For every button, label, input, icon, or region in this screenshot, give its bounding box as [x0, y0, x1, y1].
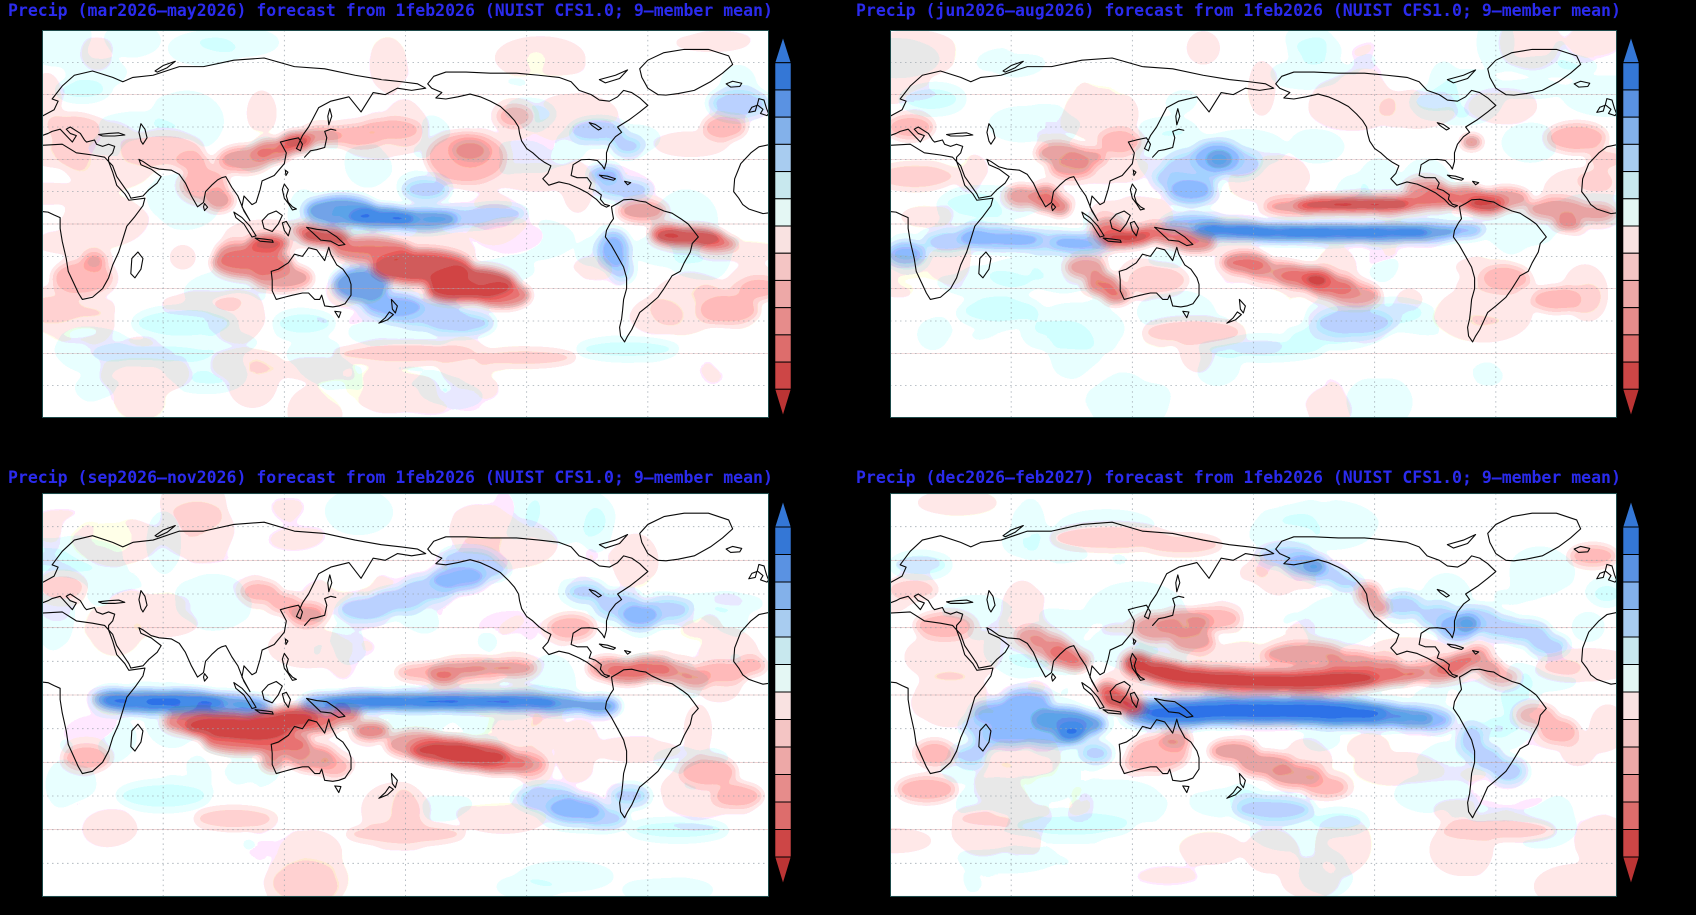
colorbar [774, 500, 792, 886]
colorbar [1622, 36, 1640, 418]
colorbar [1622, 500, 1640, 886]
panel-title: Precip (mar2026–may2026) forecast from 1… [8, 1, 773, 20]
world-map-djf [890, 493, 1617, 897]
forecast-panel-djf: Precip (dec2026–feb2027) forecast from 1… [848, 458, 1696, 915]
panel-title: Precip (dec2026–feb2027) forecast from 1… [856, 468, 1621, 487]
world-map-mam [42, 30, 769, 418]
world-map-jja [890, 30, 1617, 418]
panel-title: Precip (sep2026–nov2026) forecast from 1… [8, 468, 773, 487]
world-map-son [42, 493, 769, 897]
colorbar [774, 36, 792, 418]
panel-title: Precip (jun2026–aug2026) forecast from 1… [856, 1, 1621, 20]
forecast-panel-mam: Precip (mar2026–may2026) forecast from 1… [0, 0, 848, 457]
forecast-panel-jja: Precip (jun2026–aug2026) forecast from 1… [848, 0, 1696, 457]
forecast-panel-son: Precip (sep2026–nov2026) forecast from 1… [0, 458, 848, 915]
